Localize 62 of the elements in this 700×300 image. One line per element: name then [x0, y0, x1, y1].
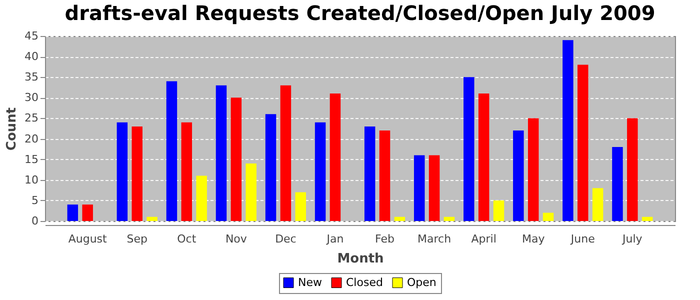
x-tick-label: June: [570, 232, 596, 246]
bar: [642, 216, 653, 221]
bar: [246, 163, 256, 221]
y-tick-label: 5: [32, 194, 38, 207]
bar: [464, 77, 474, 221]
x-tick-label: August: [68, 232, 108, 246]
bar: [528, 118, 539, 221]
bar: [394, 216, 406, 221]
x-tick-label: Nov: [225, 232, 248, 246]
bar: [364, 126, 376, 221]
y-tick-label: 25: [24, 112, 38, 125]
chart-title: drafts-eval Requests Created/Closed/Open July 2009: [64, 1, 656, 25]
bar: [116, 122, 128, 221]
bar: [230, 98, 242, 221]
y-tick-label: 45: [24, 30, 38, 42]
bar: [196, 176, 207, 221]
bar: [67, 204, 78, 221]
bar: [592, 188, 604, 221]
y-tick-label: 35: [24, 70, 38, 84]
bar: [379, 130, 390, 221]
bar: [146, 216, 158, 221]
bar: [414, 155, 425, 221]
bar: [314, 122, 326, 221]
y-tick-label: 10: [24, 173, 38, 186]
bar: [493, 200, 504, 221]
x-tick-label: Sep: [126, 232, 148, 246]
bar: [82, 204, 93, 221]
x-tick-label: Dec: [275, 232, 296, 246]
bar: [478, 94, 490, 221]
bar: [542, 212, 554, 221]
x-tick-label: April: [471, 232, 496, 246]
x-tick-label: Feb: [375, 232, 395, 246]
legend-label: Closed: [346, 276, 383, 289]
x-tick-label: Oct: [177, 232, 197, 246]
bar: [627, 118, 638, 221]
bar: [265, 114, 276, 221]
bar: [216, 85, 227, 221]
y-tick-label: 30: [24, 91, 38, 104]
legend-label: Open: [407, 276, 436, 289]
y-tick-label: 0: [32, 214, 38, 228]
bar: [330, 94, 341, 221]
x-axis-title: Month: [337, 252, 384, 266]
bar: [132, 126, 142, 221]
y-tick-label: 15: [24, 152, 38, 166]
legend-label: New: [298, 276, 322, 289]
x-tick-label: July: [622, 232, 643, 246]
bar: [513, 130, 524, 221]
x-tick-label: May: [522, 232, 546, 246]
bar: [612, 147, 623, 221]
y-tick-label: 20: [24, 132, 38, 146]
bar: [280, 85, 292, 221]
bar: [295, 192, 306, 221]
x-tick-label: March: [418, 232, 452, 246]
y-axis-title: Count: [4, 107, 20, 151]
y-tick-label: 40: [24, 50, 38, 64]
bar: [166, 81, 178, 221]
bar: [444, 216, 455, 221]
bar: [578, 64, 588, 221]
x-tick-label: Jan: [326, 232, 344, 246]
bar: [562, 40, 574, 221]
bar: [181, 122, 192, 221]
bar: [428, 155, 440, 221]
